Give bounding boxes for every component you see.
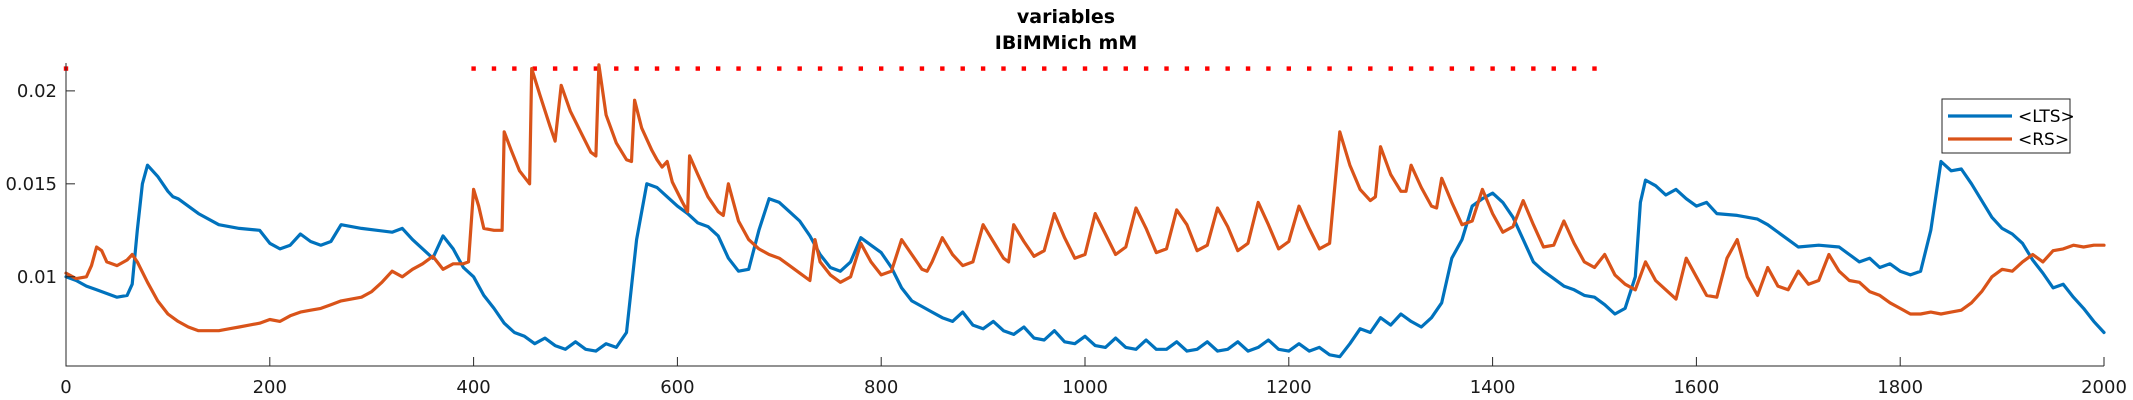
- axes: [65, 63, 2104, 367]
- marker-dot: [1103, 66, 1108, 71]
- x-tick-label: 1400: [1470, 377, 1516, 398]
- marker-dot: [1429, 66, 1434, 71]
- y-tick-label: 0.015: [5, 174, 57, 195]
- marker-dot: [858, 66, 864, 71]
- marker-dot: [491, 66, 497, 71]
- marker-dot: [1470, 66, 1475, 71]
- marker-dot: [1042, 66, 1047, 71]
- marker-dot: [1306, 66, 1312, 71]
- marker-dot: [552, 66, 558, 71]
- marker-dot: [1062, 66, 1067, 71]
- marker-dot: [1164, 66, 1169, 71]
- marker-dot: [634, 66, 639, 71]
- legend: <LTS> <RS>: [1941, 98, 2075, 154]
- x-tick-label: 1600: [1673, 377, 1719, 398]
- y-tick-label: 0.01: [17, 267, 57, 288]
- marker-dot: [1266, 66, 1271, 71]
- marker-dot: [695, 66, 700, 71]
- series-line-rs: [64, 63, 2106, 333]
- marker-dot: [1551, 66, 1556, 71]
- marker-dot: [1225, 66, 1230, 71]
- marker-dot: [1286, 66, 1291, 71]
- marker-dot: [1123, 66, 1128, 71]
- marker-dot: [1368, 66, 1373, 71]
- marker-dot: [532, 66, 537, 71]
- chart-subtitle: IBiMMich mM: [995, 32, 1138, 54]
- marker-dot: [1184, 66, 1190, 71]
- series-layer: [64, 63, 2106, 359]
- marker-dot: [1143, 66, 1149, 71]
- x-tick-label: 0: [60, 377, 71, 398]
- marker-dot: [1001, 66, 1006, 71]
- marker-dot: [1490, 66, 1495, 71]
- x-tick-label: 200: [253, 377, 287, 398]
- marker-dot: [1571, 66, 1577, 71]
- x-tick-label: 800: [864, 377, 898, 398]
- marker-dot: [980, 66, 986, 71]
- marker-row: [63, 66, 1597, 71]
- y-tick-label: 0.02: [17, 81, 57, 102]
- marker-dot: [1021, 66, 1027, 71]
- marker-dot: [715, 66, 721, 71]
- marker-dot: [756, 66, 762, 71]
- marker-dot: [1205, 66, 1210, 71]
- y-axis: 0.01 0.015 0.02: [5, 81, 75, 288]
- marker-dot: [1082, 66, 1088, 71]
- marker-dot: [1531, 66, 1536, 71]
- marker-dot: [838, 66, 843, 71]
- legend-box: [1941, 98, 2071, 154]
- marker-dot: [777, 66, 782, 71]
- marker-dot: [512, 66, 517, 71]
- marker-dot: [879, 66, 884, 71]
- marker-dot: [593, 66, 599, 71]
- marker-dot: [736, 66, 741, 71]
- marker-dot: [1245, 66, 1251, 71]
- marker-dot: [1510, 66, 1516, 71]
- x-tick-label: 2000: [2081, 377, 2127, 398]
- marker-dot: [899, 66, 904, 71]
- marker-dot: [614, 66, 619, 71]
- marker-dot: [675, 66, 680, 71]
- legend-label-rs: <RS>: [2018, 130, 2069, 150]
- series-line-lts: [64, 159, 2106, 359]
- x-tick-label: 400: [456, 377, 490, 398]
- x-tick-label: 600: [660, 377, 694, 398]
- marker-dot: [654, 66, 660, 71]
- marker-dot: [573, 66, 578, 71]
- marker-dot: [1327, 66, 1332, 71]
- marker-dot: [1449, 66, 1455, 71]
- marker-dot: [1347, 66, 1353, 71]
- axis-box: [65, 63, 2104, 367]
- marker-dot: [817, 66, 823, 71]
- x-tick-label: 1000: [1062, 377, 1108, 398]
- marker-dot: [1408, 66, 1414, 71]
- chart-title: variables: [1017, 6, 1115, 28]
- x-axis: 0 200 400 600 800 1000 1200 1400 1600 1800 2000: [60, 357, 2127, 398]
- x-tick-label: 1200: [1266, 377, 1312, 398]
- marker-dot: [471, 66, 476, 71]
- chart-title-group: variables IBiMMich mM: [995, 6, 1138, 54]
- marker-dot: [797, 66, 802, 71]
- legend-label-lts: <LTS>: [2018, 107, 2075, 127]
- marker-dot: [940, 66, 945, 71]
- marker-dot: [960, 66, 965, 71]
- marker-dot: [1592, 66, 1597, 71]
- x-tick-label: 1800: [1877, 377, 1923, 398]
- marker-dot: [1388, 66, 1393, 71]
- marker-dot: [919, 66, 925, 71]
